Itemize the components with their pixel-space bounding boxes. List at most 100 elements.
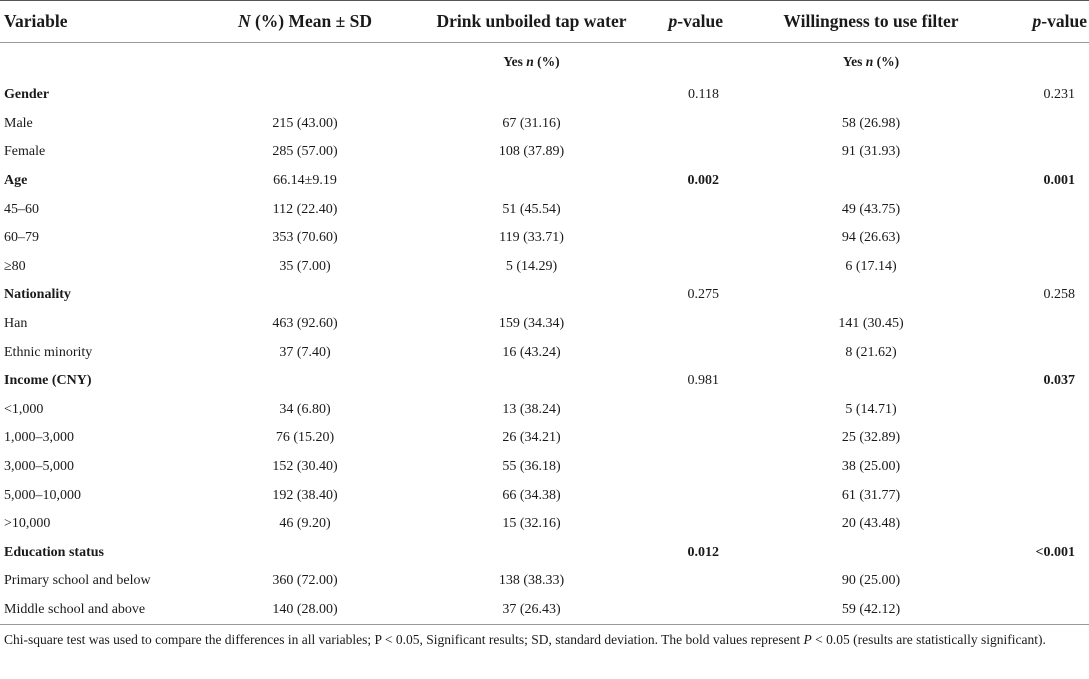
table-row: 3,000–5,000 152 (30.40) 55 (36.18) 38 (25.0… [0, 453, 1089, 482]
cell-pvalue-1: 0.275 [687, 287, 720, 303]
table-row: Ethnic minority 37 (7.40) 16 (43.24) 8 (21.… [0, 338, 1089, 367]
cell-filter: 58 (26.98) [841, 115, 901, 131]
cell-variable: Han [4, 316, 28, 332]
cell-pvalue-2 [997, 481, 1089, 510]
cell-n-pct: 46 (9.20) [279, 516, 331, 532]
cell-variable: >10,000 [4, 516, 51, 532]
cell-n-pct [196, 81, 414, 110]
cell-variable: 5,000–10,000 [4, 487, 81, 503]
table-row: Female 285 (57.00) 108 (37.89) 91 (31.93) [0, 138, 1089, 167]
cell-n-pct [196, 539, 414, 568]
cell-pvalue-1 [649, 310, 745, 339]
cell-pvalue-1 [649, 396, 745, 425]
cell-variable: Nationality [4, 287, 71, 303]
table-group-row: Nationality 0.275 0.258 [0, 281, 1089, 310]
table-row: 5,000–10,000 192 (38.40) 66 (34.38) 61 (31.… [0, 481, 1089, 510]
cell-pvalue-2 [997, 453, 1089, 482]
cell-variable: 3,000–5,000 [4, 459, 74, 475]
table-row: 45–60 112 (22.40) 51 (45.54) 49 (43.75) [0, 195, 1089, 224]
cell-variable: <1,000 [4, 401, 44, 417]
cell-pvalue-2 [997, 195, 1089, 224]
table-row: Han 463 (92.60) 159 (34.34) 141 (30.45) [0, 310, 1089, 339]
cell-pvalue-1 [649, 138, 745, 167]
table-row: Middle school and above 140 (28.00) 37 (26… [0, 595, 1089, 626]
header-n-pct: N (%) Mean ± SD [196, 0, 414, 43]
cell-filter: 90 (25.00) [841, 573, 901, 589]
cell-pvalue-2: 0.001 [1043, 173, 1076, 189]
cell-n-pct: 34 (6.80) [279, 401, 331, 417]
table-body: Gender 0.118 0.231 Male 215 (43.00) 67 (31.16… [0, 81, 1089, 626]
cell-drink [414, 539, 649, 568]
cell-pvalue-1: 0.002 [687, 173, 720, 189]
cell-variable: Male [4, 115, 33, 131]
cell-filter [745, 81, 997, 110]
cell-filter [745, 167, 997, 196]
cell-drink [414, 167, 649, 196]
cell-filter: 6 (17.14) [845, 258, 897, 274]
cell-filter: 91 (31.93) [841, 144, 901, 160]
cell-filter: 59 (42.12) [745, 595, 997, 626]
cell-pvalue-1 [649, 453, 745, 482]
cell-drink: 119 (33.71) [499, 230, 564, 246]
table-row: 60–79 353 (70.60) 119 (33.71) 94 (26.63) [0, 224, 1089, 253]
cell-variable: Age [4, 173, 28, 189]
cell-filter: 8 (21.62) [845, 344, 897, 360]
cell-pvalue-2 [997, 224, 1089, 253]
cell-drink: 51 (45.54) [502, 201, 561, 217]
cell-filter [745, 539, 997, 568]
cell-variable: Income (CNY) [4, 373, 92, 389]
table-group-row: Income (CNY) 0.981 0.037 [0, 367, 1089, 396]
cell-drink [414, 367, 649, 396]
cell-variable: ≥80 [4, 258, 26, 274]
cell-variable: Ethnic minority [4, 344, 93, 360]
cell-filter: 20 (43.48) [841, 516, 901, 532]
cell-n-pct: 463 (92.60) [272, 316, 338, 332]
table-footnote: Chi-square test was used to compare the … [4, 632, 1046, 647]
cell-n-pct: 76 (15.20) [275, 430, 335, 446]
cell-filter: 25 (32.89) [841, 430, 901, 446]
header-filter: Willingness to use filter [745, 0, 997, 43]
table-row: <1,000 34 (6.80) 13 (38.24) 5 (14.71) [0, 396, 1089, 425]
cell-variable: 60–79 [4, 230, 39, 246]
cell-pvalue-1 [649, 481, 745, 510]
cell-drink: 138 (38.33) [498, 573, 565, 589]
header-drink: Drink unboiled tap water [414, 0, 649, 43]
cell-pvalue-2 [997, 424, 1089, 453]
cell-n-pct [196, 281, 414, 310]
cell-pvalue-1 [649, 195, 745, 224]
cell-filter: 5 (14.71) [845, 401, 897, 417]
cell-pvalue-1 [649, 224, 745, 253]
data-table: Variable N (%) Mean ± SD Drink unboiled … [0, 0, 1089, 626]
cell-filter: 61 (31.77) [841, 487, 901, 503]
cell-filter: 38 (25.00) [841, 459, 901, 475]
table-row: 1,000–3,000 76 (15.20) 26 (34.21) 25 (32.89… [0, 424, 1089, 453]
cell-drink: 55 (36.18) [502, 459, 561, 475]
cell-drink: 16 (43.24) [502, 344, 561, 360]
cell-filter: 141 (30.45) [838, 316, 904, 332]
cell-pvalue-2 [997, 253, 1089, 282]
cell-pvalue-2: 0.037 [1043, 373, 1076, 389]
cell-n-pct: 360 (72.00) [272, 573, 338, 589]
cell-n-pct: 192 (38.40) [272, 487, 338, 503]
cell-pvalue-2 [997, 338, 1089, 367]
cell-filter: 94 (26.63) [841, 230, 901, 246]
cell-drink [414, 81, 649, 110]
cell-drink: 13 (38.24) [502, 401, 561, 417]
cell-pvalue-1 [649, 567, 745, 596]
cell-n-pct [196, 367, 414, 396]
cell-pvalue-2: <0.001 [1035, 544, 1075, 560]
cell-variable: Education status [4, 544, 104, 560]
subheader-filter-yes: Yes n (%) [842, 54, 900, 69]
cell-pvalue-1 [649, 424, 745, 453]
subheader-drink-yes: Yes n (%) [503, 54, 560, 69]
cell-pvalue-2: 0.258 [1043, 287, 1076, 303]
cell-variable: Female [4, 144, 46, 160]
subheader-row: Yes n (%) Yes n (%) [0, 43, 1089, 82]
cell-drink: 15 (32.16) [502, 516, 561, 532]
table-row: ≥80 35 (7.00) 5 (14.29) 6 (17.14) [0, 253, 1089, 282]
cell-variable: Gender [4, 87, 50, 103]
cell-pvalue-1 [649, 595, 745, 626]
cell-drink: 108 (37.89) [498, 144, 565, 160]
cell-pvalue-2 [997, 595, 1089, 626]
